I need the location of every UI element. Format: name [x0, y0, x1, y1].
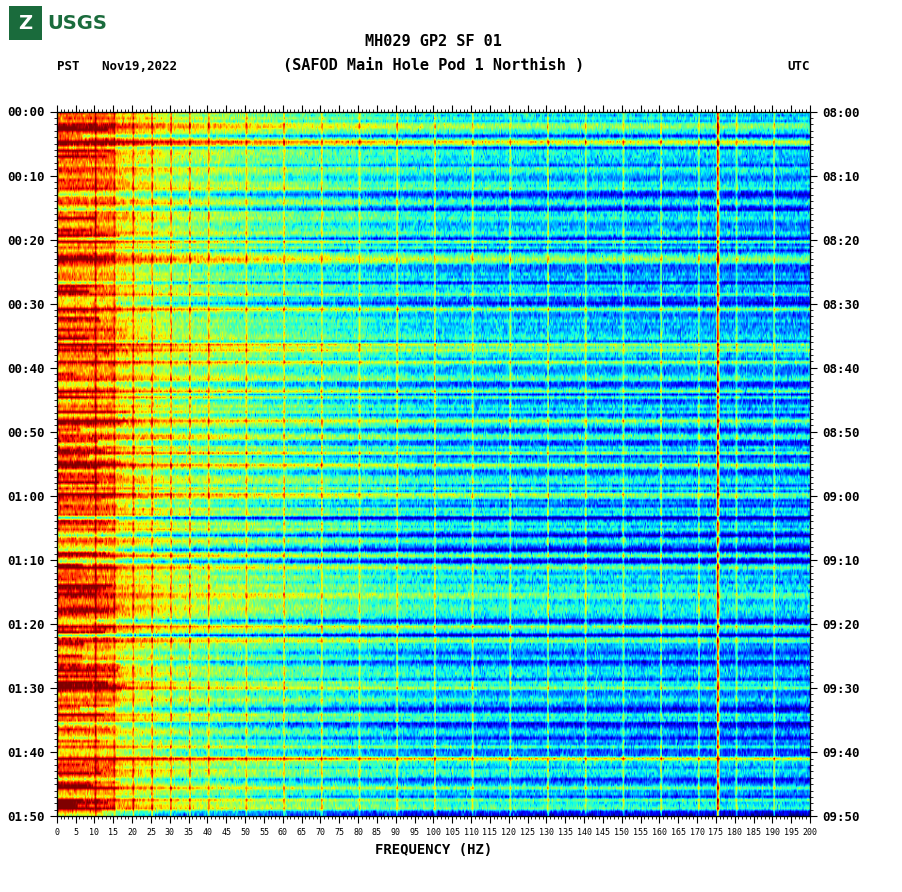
- Text: UTC: UTC: [787, 60, 810, 73]
- Bar: [9, 6, 41, 40]
- X-axis label: FREQUENCY (HZ): FREQUENCY (HZ): [375, 843, 492, 856]
- Text: (SAFOD Main Hole Pod 1 Northish ): (SAFOD Main Hole Pod 1 Northish ): [283, 58, 584, 73]
- Text: USGS: USGS: [48, 13, 107, 33]
- Text: MH029 GP2 SF 01: MH029 GP2 SF 01: [365, 34, 502, 49]
- Text: PST   Nov19,2022: PST Nov19,2022: [57, 60, 177, 73]
- Text: Z: Z: [18, 13, 32, 33]
